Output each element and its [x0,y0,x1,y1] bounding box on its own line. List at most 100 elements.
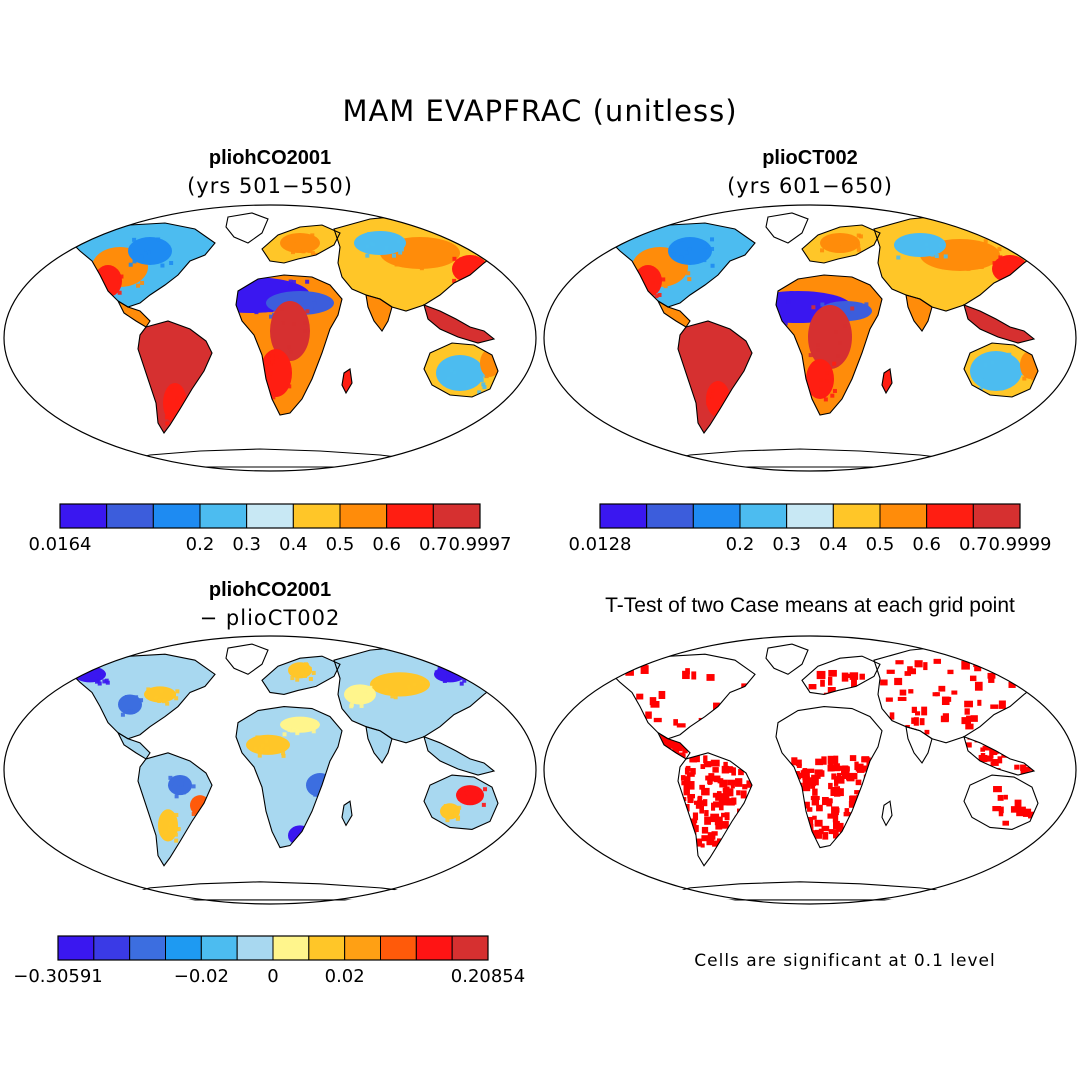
significant-cell [718,842,726,851]
coastline-australia [423,774,499,831]
colorbar-swatch [599,503,648,529]
grid-cell [776,291,777,296]
grid-cell [172,784,177,789]
significant-cell [724,722,733,730]
significant-cell [847,830,853,838]
grid-cell [207,796,212,801]
significant-cell [697,796,702,802]
grid-cell [267,375,272,380]
significant-cell [719,779,728,788]
grid-cell [179,782,184,787]
significant-cell [1008,712,1015,720]
grid-cell [994,269,999,274]
significant-cell [947,669,954,675]
colorbar-swatch [59,503,108,529]
grid-cell [290,676,295,681]
significant-cell [866,826,875,835]
grid-cell [91,677,96,682]
significant-cell [982,745,992,751]
significant-cell [874,755,881,761]
significant-cell [966,715,972,722]
significant-cell [703,762,712,768]
significant-cell [713,702,720,711]
grid-cell [406,684,411,689]
significant-cell [699,805,705,814]
colorbar-swatch [380,935,417,961]
significant-cell [729,754,734,760]
significant-cell [855,779,862,786]
grid-cell [367,232,372,237]
significant-cell [899,689,907,696]
significant-cell [868,821,875,830]
grid-cell [434,670,439,675]
grid-cell [290,829,295,834]
grid-cell [140,280,145,285]
significant-cell [995,742,1005,750]
significant-cell [676,723,686,728]
grid-cell [96,293,101,298]
colorbar-swatch [451,935,489,961]
grid-cell [365,253,370,258]
significant-cell [819,770,825,777]
significant-cell [867,819,872,825]
land-antarctica [650,449,990,467]
grid-cell [452,370,457,375]
grid-cell [856,233,861,238]
grid-cell [707,393,712,398]
significant-cell [712,792,719,798]
colorbar-tick-label: 0.3 [232,534,261,555]
significant-cell [989,662,994,671]
map-panel-1 [3,204,537,472]
significant-cell [885,697,893,702]
significant-cell [864,803,869,811]
grid-cell [308,842,313,848]
grid-cell [706,401,711,406]
grid-cell [665,264,670,269]
significant-cell [862,784,868,794]
grid-cell [856,243,861,248]
significant-cell [867,800,874,806]
significant-cell [989,750,994,759]
colorbar-swatch [344,935,381,961]
grid-cell [962,247,967,252]
grid-cell [114,263,119,268]
grid-cell [714,404,719,409]
grid-cell [253,746,258,751]
significant-cell [965,742,972,748]
grid-cell [117,290,122,295]
grid-cell [687,277,692,282]
grid-cell [818,378,823,383]
land-se-asia [424,736,494,776]
colorbar-swatch [292,503,341,529]
colorbar-swatch [106,503,154,529]
grid-cell [399,247,404,252]
map-border [543,635,1077,905]
significant-cell [701,787,710,796]
grid-cell [173,826,178,831]
colorbar-tick-label: −0.30591 [13,966,103,987]
colorbar-swatch [199,503,248,529]
significant-cell [964,765,974,772]
grid-cell [1031,376,1036,381]
grid-cell [393,695,398,700]
significant-cell [966,717,972,727]
significant-cell [683,776,691,783]
grid-cell [816,348,821,353]
grid-cell [266,353,271,358]
grid-cell [854,302,859,307]
grid-cell [820,302,825,307]
significant-cell [739,820,747,830]
grid-cell [966,266,971,271]
grid-cell [176,827,181,832]
grid-cell [429,243,434,248]
colorbar-tick-label: 0.02 [325,966,365,987]
grid-cell [472,255,477,260]
grid-cell [103,255,108,260]
grid-cell [654,294,659,299]
coastline-antarctica [649,448,991,468]
grid-cell [160,263,165,268]
significant-cell [1006,736,1011,743]
coastline-europe [261,655,341,696]
significant-cell [821,825,830,832]
grid-cell [757,295,761,299]
